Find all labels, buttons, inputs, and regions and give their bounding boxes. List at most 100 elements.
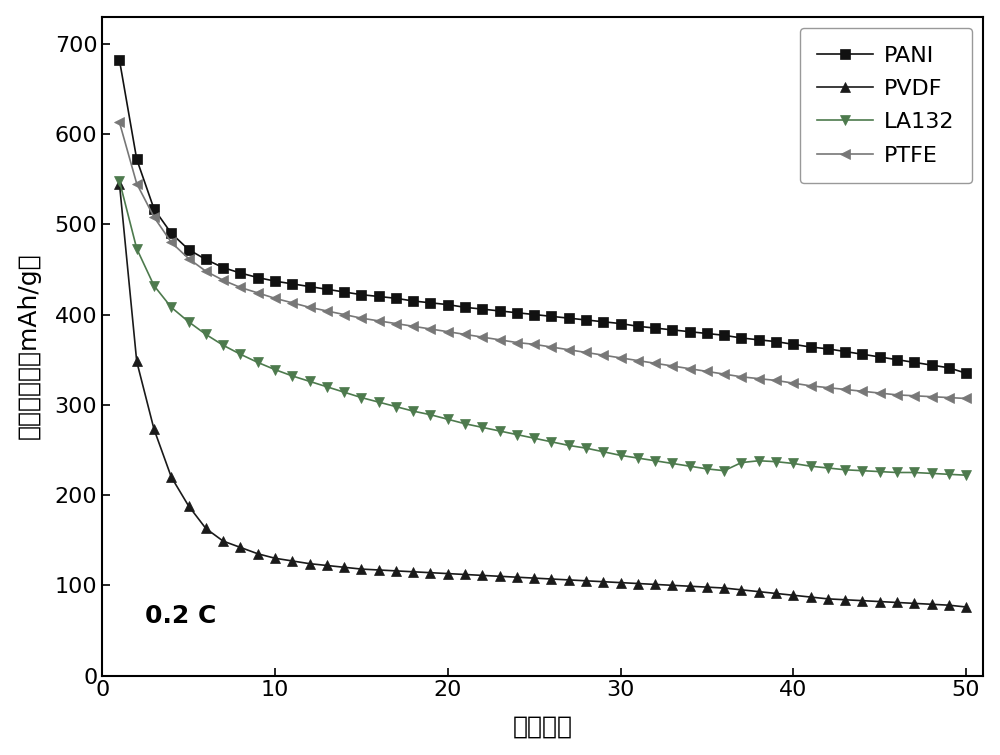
PTFE [234,283,246,292]
PANI [442,300,454,309]
PTFE [407,322,419,331]
Line: PANI: PANI [115,55,971,378]
PVDF [165,473,177,482]
PVDF [304,559,316,569]
LA132 [926,469,938,478]
PTFE [787,378,799,387]
LA132 [148,281,160,290]
LA132 [684,461,696,470]
PTFE [684,364,696,373]
PTFE [874,389,886,398]
PVDF [286,556,298,565]
PTFE [355,313,367,322]
LA132 [597,447,609,456]
PVDF [856,596,868,606]
PVDF [874,597,886,606]
LA132 [787,459,799,468]
PTFE [338,310,350,319]
PTFE [165,238,177,247]
LA132 [442,414,454,424]
PANI [701,329,713,338]
PTFE [286,298,298,307]
PTFE [424,325,436,334]
PANI [234,269,246,278]
PVDF [735,585,747,594]
PANI [614,319,626,328]
PANI [355,290,367,299]
PANI [597,317,609,326]
PTFE [701,367,713,376]
PTFE [442,327,454,336]
LA132 [131,244,143,253]
LA132 [960,470,972,479]
PTFE [113,118,125,127]
Line: LA132: LA132 [115,176,971,480]
PVDF [597,577,609,586]
PTFE [926,392,938,401]
PTFE [597,350,609,359]
PVDF [113,179,125,188]
PANI [269,276,281,285]
PANI [718,331,730,340]
PVDF [131,357,143,366]
PVDF [390,566,402,575]
LA132 [649,456,661,465]
PTFE [770,376,782,385]
LA132 [373,398,385,407]
PANI [494,307,506,316]
LA132 [891,468,903,477]
PVDF [701,583,713,592]
PVDF [891,598,903,607]
PVDF [424,569,436,578]
PVDF [373,565,385,575]
PTFE [891,390,903,399]
PANI [131,155,143,164]
PANI [286,279,298,288]
LA132 [113,177,125,186]
PTFE [614,353,626,362]
PTFE [148,212,160,221]
LA132 [943,470,955,479]
PTFE [943,393,955,402]
PTFE [649,359,661,368]
LA132 [424,410,436,419]
PVDF [494,572,506,581]
LA132 [200,330,212,339]
PTFE [528,340,540,349]
PANI [735,334,747,343]
PANI [407,297,419,306]
LA132 [770,457,782,466]
LA132 [735,458,747,467]
PVDF [960,602,972,612]
PVDF [822,594,834,603]
PANI [476,304,488,313]
Y-axis label: 浆料比容量（mAh/g）: 浆料比容量（mAh/g） [17,253,41,439]
LA132 [252,358,264,367]
PANI [511,308,523,317]
PVDF [787,590,799,599]
PANI [373,292,385,301]
LA132 [805,461,817,470]
PTFE [131,179,143,188]
PTFE [735,372,747,381]
PVDF [355,565,367,574]
PVDF [321,561,333,570]
PANI [943,363,955,372]
Line: PVDF: PVDF [115,179,971,612]
PANI [822,344,834,353]
LA132 [856,466,868,475]
PANI [338,288,350,297]
PANI [252,273,264,282]
LA132 [545,437,557,446]
LA132 [718,466,730,475]
PANI [200,255,212,264]
LA132 [753,456,765,465]
PANI [563,313,575,322]
PVDF [649,580,661,589]
PANI [528,310,540,319]
Text: 0.2 C: 0.2 C [145,604,217,628]
LA132 [286,371,298,381]
PTFE [476,332,488,341]
PTFE [563,345,575,354]
LA132 [217,341,229,350]
